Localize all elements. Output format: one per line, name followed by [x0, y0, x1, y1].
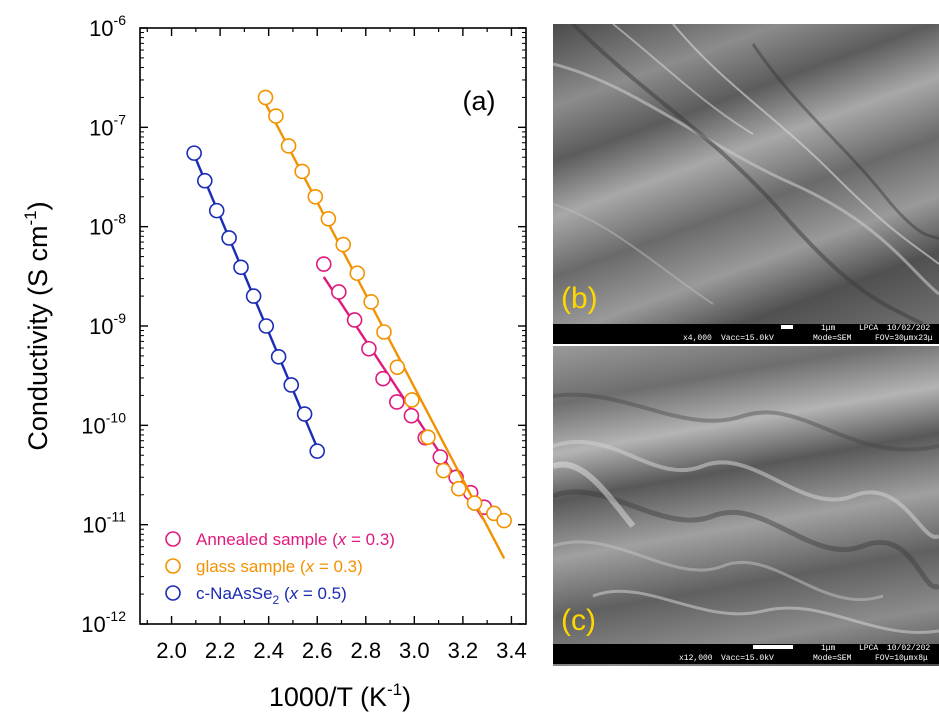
sem-label-b: (b) [561, 282, 598, 315]
sem-texture-b [553, 24, 939, 324]
y-tick-label: 10-9 [89, 310, 126, 339]
series-1-point [450, 480, 467, 497]
sem-c-vacc: Vacc=15.0kV [721, 654, 774, 663]
series-1-point [363, 294, 379, 310]
series-1-point [257, 89, 274, 106]
series-0-point [375, 370, 391, 387]
x-axis-title: 1000/T (K-1) [269, 680, 411, 712]
series-0-point [432, 449, 449, 465]
sem-b-date: 10/02/202 [887, 324, 931, 333]
y-tick-label: 10-12 [81, 608, 126, 637]
series-0-point [403, 407, 420, 424]
legend-label-glass: glass sample (x = 0.3) [196, 557, 363, 576]
sem-b-vacc: Vacc=15.0kV [721, 334, 774, 343]
series-2-point [186, 145, 202, 161]
series-1-point [496, 512, 512, 529]
x-tick-label: 2.4 [253, 638, 284, 663]
legend-label-nasase: c-NaAsSe2 (x = 0.5) [196, 584, 347, 607]
sem-c-scale: 1μm [821, 644, 836, 653]
y-tick-label: 10-10 [81, 409, 126, 438]
y-tick-labels: 10-12 10-11 10-10 10-9 10-8 10-7 10-6 [81, 12, 126, 637]
series-1-point [389, 359, 406, 375]
legend-label-annealed: Annealed sample (x = 0.3) [196, 530, 395, 549]
sem-c-mag: x12,000 [679, 654, 713, 663]
sem-c-fov: FOV=10μmx8μ [875, 654, 928, 663]
series-1-point [466, 495, 483, 511]
x-tick-label: 2.0 [156, 638, 187, 663]
x-tick-label: 2.8 [350, 638, 381, 663]
sem-texture-c [553, 392, 939, 634]
series-1-point [435, 462, 452, 479]
panel-label-a: (a) [463, 86, 496, 116]
sem-b-scalebar [781, 325, 793, 329]
sem-image-b: (b) 1μm LPCA 10/02/202 x4,000 Vacc=15.0k… [553, 24, 939, 344]
x-tick-label: 2.2 [205, 638, 236, 663]
x-tick-label: 3.4 [496, 638, 527, 663]
sem-c-scalebar [753, 645, 793, 649]
sem-b-lab: LPCA [859, 324, 879, 333]
series-1-point [420, 429, 436, 445]
x-tick-label: 3.2 [448, 638, 479, 663]
y-axis-title: Conductivity (S cm-1) [21, 201, 53, 450]
series-2-point [309, 443, 326, 459]
y-tick-label: 10-6 [89, 12, 126, 41]
series-1-point [404, 392, 420, 408]
sem-b-fov: FOV=30μmx23μ [875, 334, 933, 343]
series-1-point [335, 236, 351, 253]
y-tick-label: 10-7 [89, 111, 126, 140]
y-tick-label: 10-11 [82, 509, 126, 538]
sem-c-mode: Mode=SEM [813, 654, 852, 663]
series-2-point [258, 318, 275, 334]
sem-info-bar-c: 1μm LPCA 10/02/202 x12,000 Vacc=15.0kV M… [553, 644, 939, 664]
legend: Annealed sample (x = 0.3) glass sample (… [165, 530, 395, 607]
series-2-point [245, 288, 262, 304]
series-2-point [296, 406, 313, 422]
series-2-point [208, 202, 225, 219]
sem-c-lab: LPCA [859, 644, 879, 653]
sem-c-date: 10/02/202 [887, 644, 931, 653]
series-1-point [294, 163, 310, 180]
sem-image-c: (c) 1μm LPCA 10/02/202 x12,000 Vacc=15.0… [553, 346, 939, 666]
series-1-point [268, 108, 284, 124]
x-tick-labels: 2.0 2.2 2.4 2.6 2.8 3.0 3.2 3.4 [156, 638, 526, 663]
series-1-point [349, 265, 366, 282]
axis-ticks [140, 27, 526, 625]
legend-marker-nasase [165, 585, 181, 601]
series-2-point [270, 348, 287, 365]
series-0-point [389, 394, 405, 410]
y-tick-label: 10-8 [89, 211, 126, 240]
series-2-point [197, 172, 213, 189]
series-0-point [331, 284, 347, 300]
sem-b-mode: Mode=SEM [813, 334, 852, 343]
sem-b-scale: 1μm [821, 324, 836, 333]
data-series [186, 89, 512, 560]
x-tick-label: 2.6 [302, 638, 333, 663]
series-0-point [346, 312, 363, 328]
series-2-point [233, 259, 249, 276]
series-2-point [221, 230, 237, 246]
legend-marker-glass [165, 558, 181, 574]
series-1-point [280, 138, 297, 154]
x-tick-label: 3.0 [399, 638, 430, 663]
series-1-point [320, 211, 337, 227]
sem-b-mag: x4,000 [683, 334, 712, 343]
sem-info-bar-b: 1μm LPCA 10/02/202 x4,000 Vacc=15.0kV Mo… [553, 324, 939, 344]
sem-label-c: (c) [561, 604, 596, 637]
conductivity-chart: 2.0 2.2 2.4 2.6 2.8 3.0 3.2 3.4 10-12 10-11 10-10… [21, 12, 527, 712]
series-0-point [361, 340, 377, 357]
series-1-point [376, 324, 392, 340]
series-2-point [283, 377, 300, 393]
series-1-point [307, 188, 324, 205]
series-0-point [315, 256, 332, 272]
legend-marker-annealed [165, 531, 181, 547]
